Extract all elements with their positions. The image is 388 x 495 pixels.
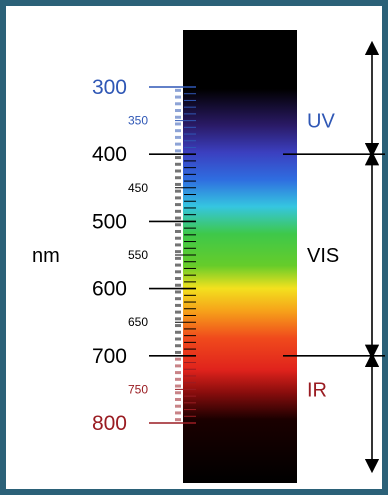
scale-micro-mark (175, 330, 181, 334)
scale-micro-mark (175, 283, 181, 287)
scale-micro-mark (175, 142, 181, 146)
scale-micro-mark (175, 364, 181, 368)
scale-micro-mark (175, 169, 181, 173)
scale-micro-mark (175, 109, 181, 113)
scale-micro-mark (175, 229, 181, 233)
scale-micro-mark (175, 418, 181, 422)
scale-micro-mark (175, 203, 181, 207)
minor-tick-label: 650 (128, 315, 148, 329)
scale-micro-mark (175, 263, 181, 267)
scale-micro-mark (175, 216, 181, 220)
scale-micro-mark (175, 297, 181, 301)
scale-micro-mark (175, 102, 181, 106)
scale-micro-mark (175, 317, 181, 321)
scale-micro-mark (175, 223, 181, 227)
scale-micro-mark (175, 377, 181, 381)
scale-micro-mark (175, 115, 181, 119)
scale-micro-mark (175, 350, 181, 354)
major-tick-label: 500 (92, 210, 127, 233)
scale-micro-mark (175, 404, 181, 408)
scale-micro-mark (175, 277, 181, 281)
region-label: VIS (307, 245, 339, 267)
scale-micro-mark (175, 290, 181, 294)
scale-micro-mark (175, 384, 181, 388)
major-tick-label: 600 (92, 278, 127, 301)
scale-micro-mark (175, 310, 181, 314)
scale-micro-mark (175, 196, 181, 200)
region-label: UV (307, 111, 335, 133)
scale-micro-mark (175, 250, 181, 254)
scale-micro-mark (175, 270, 181, 274)
scale-micro-mark (175, 156, 181, 160)
scale-micro-mark (175, 337, 181, 341)
wavelength-scale: 300 400 500 600 700 800 350 450 550 650 750 (92, 76, 196, 435)
scale-micro-mark (175, 411, 181, 415)
scale-micro-mark (175, 209, 181, 213)
scale-micro-mark (175, 149, 181, 153)
scale-micro-mark (175, 357, 181, 361)
scale-micro-mark (175, 324, 181, 328)
major-tick-label: 800 (92, 412, 127, 435)
scale-micro-mark (175, 122, 181, 126)
spectrum-strip (183, 30, 297, 483)
scale-micro-mark (175, 397, 181, 401)
minor-tick-label: 750 (128, 382, 148, 396)
scale-micro-mark (175, 129, 181, 133)
scale-micro-mark (175, 236, 181, 240)
major-tick-label: 700 (92, 345, 127, 368)
scale-micro-mark (175, 182, 181, 186)
scale-micro-mark (175, 391, 181, 395)
region-label: IR (307, 379, 327, 401)
scale-micro-mark (175, 256, 181, 260)
major-tick-label: 300 (92, 76, 127, 99)
scale-micro-mark (175, 344, 181, 348)
major-tick-label: 400 (92, 143, 127, 166)
scale-micro-mark (175, 243, 181, 247)
minor-tick-label: 450 (128, 181, 148, 195)
minor-tick-label: 550 (128, 248, 148, 262)
scale-micro-mark (175, 95, 181, 99)
scale-micro-mark (175, 162, 181, 166)
scale-micro-mark (175, 303, 181, 307)
scale-micro-mark (175, 135, 181, 139)
scale-micro-mark (175, 88, 181, 92)
scale-micro-mark (175, 176, 181, 180)
scale-micro-mark (175, 189, 181, 193)
region-markers: UV VIS IR (283, 40, 385, 474)
unit-label: nm (32, 245, 60, 267)
scale-micro-mark (175, 371, 181, 375)
minor-tick-label: 350 (128, 114, 148, 128)
